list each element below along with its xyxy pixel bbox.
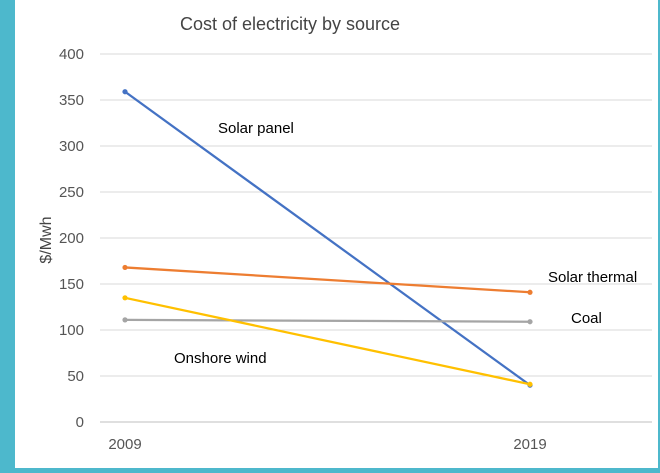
y-tick-label: 300: [59, 138, 84, 155]
y-tick-label: 200: [59, 230, 84, 247]
data-point-coal: [527, 319, 533, 325]
data-point-coal: [122, 317, 128, 323]
series-labels: Solar panel Solar thermal Coal Onshore wind: [174, 120, 637, 367]
data-point-onshore-wind: [527, 381, 533, 387]
series-label-solar-panel: Solar panel: [218, 120, 294, 137]
series-line-solar-panel: [123, 90, 532, 387]
x-tick-label: 2009: [108, 436, 141, 453]
y-tick-label: 250: [59, 184, 84, 201]
data-point-solar-thermal: [122, 264, 128, 271]
chart-background: [15, 0, 658, 468]
y-tick-label: 50: [67, 368, 84, 385]
series-label-coal: Coal: [571, 310, 602, 327]
y-tick-label: 150: [59, 276, 84, 293]
y-tick-label: 400: [59, 46, 84, 63]
data-point-onshore-wind: [122, 295, 128, 301]
series-label-onshore-wind: Onshore wind: [174, 350, 267, 367]
chart-title: Cost of electricity by source: [180, 14, 400, 34]
gridlines: [100, 53, 652, 423]
y-axis-tick-labels: 0 50 100 150 200 250 300 350 400: [59, 46, 84, 431]
x-axis-tick-labels: 2009 2019: [108, 436, 546, 453]
series-lines: [122, 89, 533, 388]
data-point-solar-thermal: [527, 289, 533, 295]
series-label-solar-thermal: Solar thermal: [548, 269, 637, 286]
series-line-solar-thermal: [123, 266, 532, 294]
y-tick-label: 100: [59, 322, 84, 339]
series-line-onshore-wind: [123, 296, 532, 386]
y-tick-label: 0: [76, 414, 84, 431]
series-line-coal: [123, 318, 532, 323]
y-axis-title: $/Mwh: [38, 216, 55, 263]
data-point-solar-panel: [122, 89, 128, 95]
y-tick-label: 350: [59, 92, 84, 109]
x-tick-label: 2019: [513, 436, 546, 453]
